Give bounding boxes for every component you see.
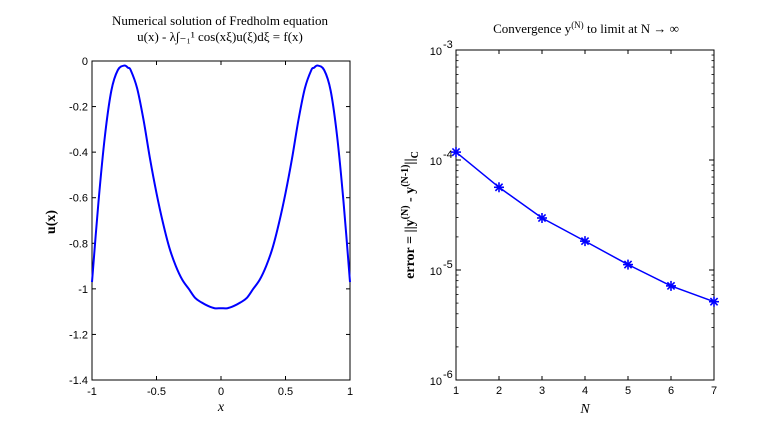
chart-right-ytick-exponent: -6 xyxy=(443,369,453,381)
chart-right-ytick-base: 10 xyxy=(430,156,442,168)
chart-right-ytick-base: 10 xyxy=(430,266,442,278)
chart-right: Convergence y(N) to limit at N → ∞ 1 2 3 4 5… xyxy=(400,20,719,417)
chart-right-ytick-label: 10 xyxy=(430,376,442,388)
chart-right-xtick-label: 6 xyxy=(668,385,674,397)
chart-left: Numerical solution of Fredholm equation … xyxy=(44,13,353,415)
chart-left-xtick-label: -0.5 xyxy=(147,386,166,398)
chart-right-ytick-label: 10 xyxy=(430,46,442,58)
chart-right-data-point xyxy=(623,259,633,270)
chart-right-data-point xyxy=(451,147,461,158)
chart-right-ytick-exponent: -5 xyxy=(443,259,453,271)
chart-right-ytick-label: 10 xyxy=(430,156,442,168)
chart-right-data-point xyxy=(494,182,504,193)
chart-right-ytick-exponent: -3 xyxy=(443,39,453,51)
chart-right-title: Convergence y(N) to limit at N → ∞ xyxy=(493,20,679,36)
chart-left-series-line xyxy=(91,64,351,310)
chart-right-xtick-label: 3 xyxy=(539,385,545,397)
chart-left-ytick-label: -1.4 xyxy=(69,375,88,387)
chart-left-ytick-label: -1 xyxy=(78,284,88,296)
chart-left-xlabel: x xyxy=(217,400,225,415)
chart-right-data-point xyxy=(580,236,590,247)
chart-right-ytick-label: 10 xyxy=(430,266,442,278)
chart-right-ytick-exponent: -4 xyxy=(443,149,453,161)
chart-right-xtick-label: 4 xyxy=(582,385,588,397)
chart-left-ylabel: u(x) xyxy=(44,210,59,234)
chart-right-data-point xyxy=(709,296,719,307)
chart-left-ticks: -1 -0.5 0 0.5 1 0 -0.2 -0.4 -0.6 -0.8 -1 -1.2 -1.4 xyxy=(69,56,353,398)
chart-right-data-point xyxy=(666,280,676,291)
chart-right-xtick-label: 1 xyxy=(453,385,459,397)
chart-right-ytick-base: 10 xyxy=(430,46,442,58)
chart-left-xtick-label: 0.5 xyxy=(278,386,293,398)
chart-left-plot-area xyxy=(91,60,351,381)
chart-right-plot-area xyxy=(455,49,715,381)
chart-right-xtick-label: 7 xyxy=(711,385,717,397)
chart-right-ylabel: error = ||y(N) - y(N-1)||C xyxy=(400,151,421,279)
chart-right-markers xyxy=(451,147,719,307)
chart-left-xtick-label: -1 xyxy=(87,386,97,398)
chart-left-subtitle: u(x) - λ∫₋₁¹ cos(xξ)u(ξ)dξ = f(x) xyxy=(137,29,303,45)
chart-left-ytick-label: -1.2 xyxy=(69,329,88,341)
chart-right-ytick-base: 10 xyxy=(430,376,442,388)
chart-left-ytick-label: -0.6 xyxy=(69,193,88,205)
chart-left-ytick-label: 0 xyxy=(82,56,88,68)
chart-left-title: Numerical solution of Fredholm equation xyxy=(112,13,328,28)
chart-right-xlabel: N xyxy=(579,402,590,417)
chart-left-xtick-label: 0 xyxy=(218,386,224,398)
chart-right-data-point xyxy=(537,212,547,223)
chart-left-ytick-label: -0.4 xyxy=(69,147,88,159)
chart-right-xtick-label: 5 xyxy=(625,385,631,397)
chart-right-xtick-label: 2 xyxy=(496,385,502,397)
chart-right-series-line xyxy=(455,151,715,303)
chart-left-xtick-label: 1 xyxy=(347,386,353,398)
chart-left-ytick-label: -0.2 xyxy=(69,102,88,114)
chart-right-ticks: 1 2 3 4 5 6 710-310-410-510-6 xyxy=(430,39,717,397)
chart-left-ytick-label: -0.8 xyxy=(69,238,88,250)
